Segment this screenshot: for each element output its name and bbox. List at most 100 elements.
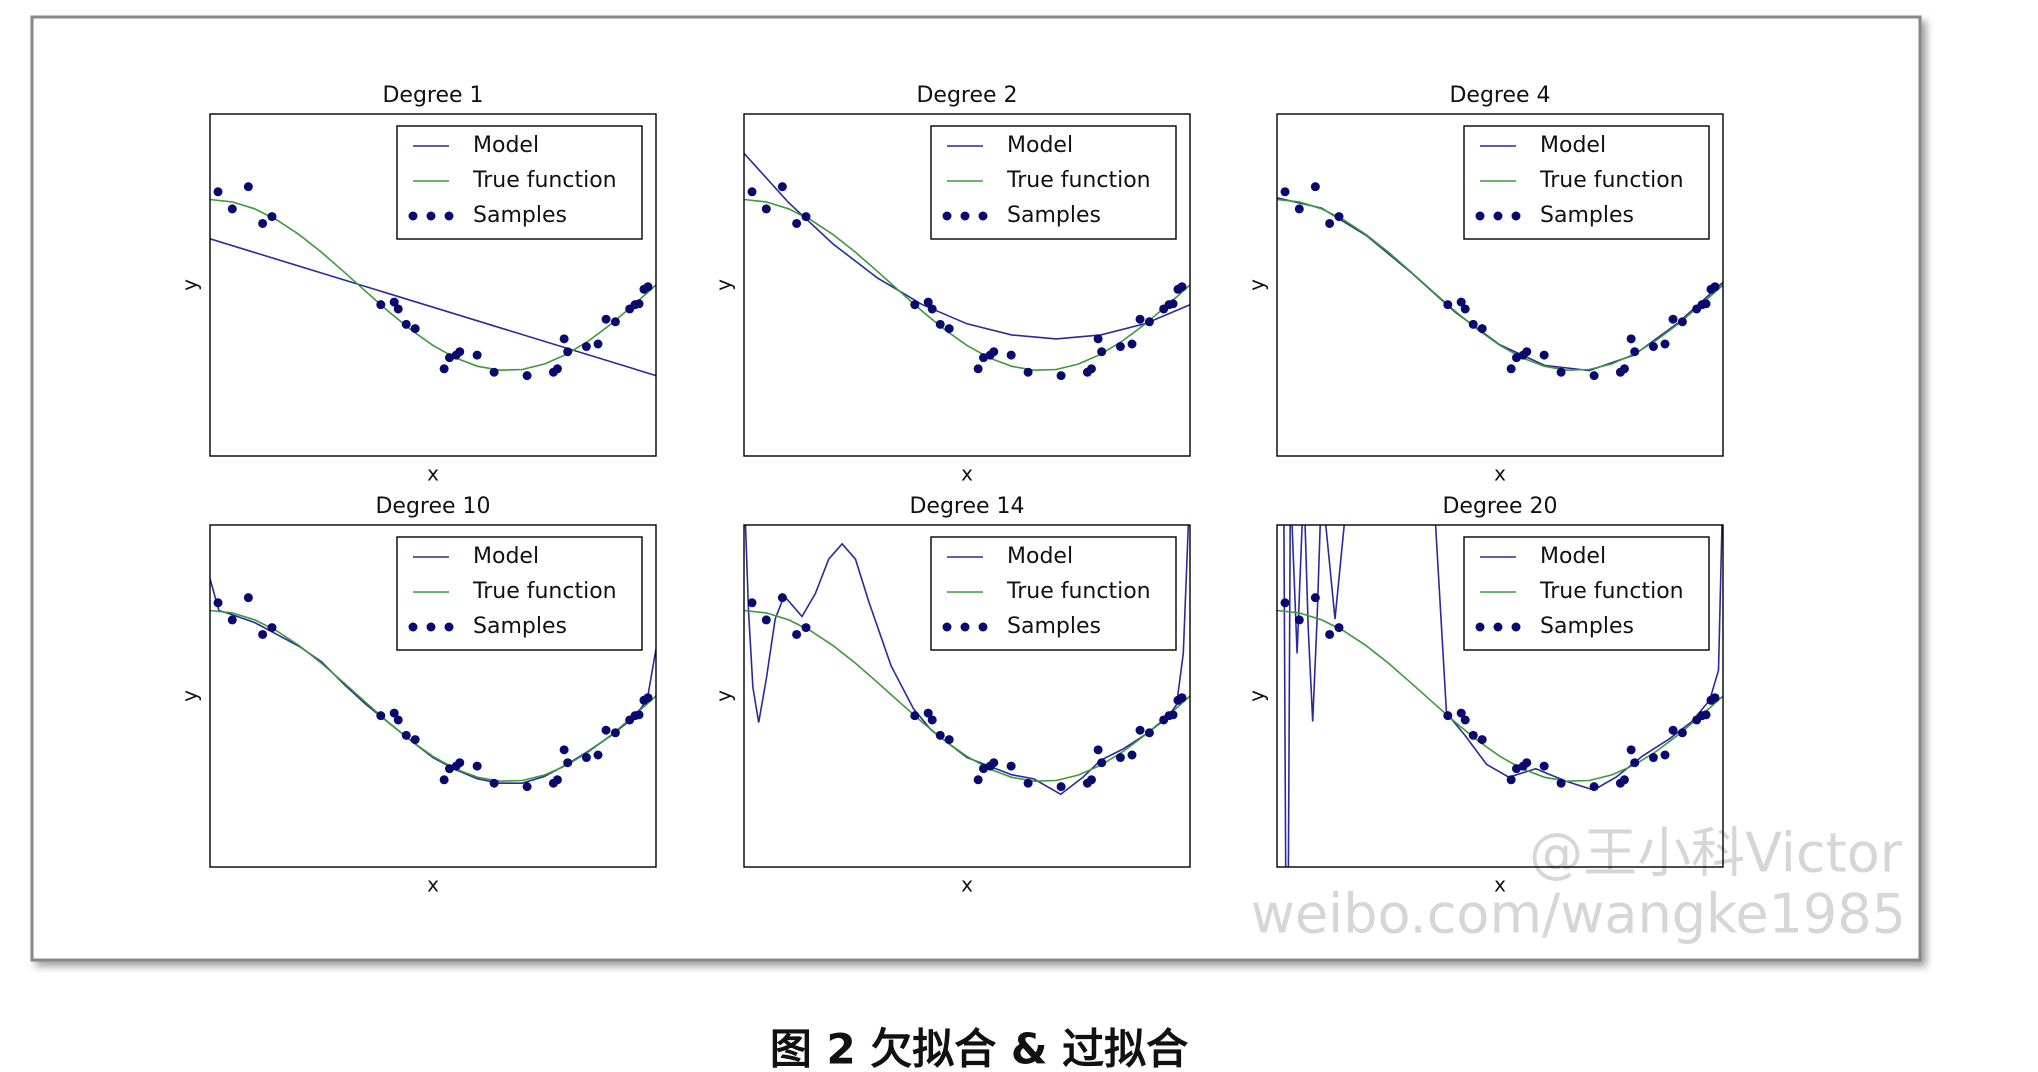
- sample-point: [1115, 342, 1125, 352]
- curve: [210, 238, 656, 377]
- y-axis-label: y: [1245, 279, 1269, 291]
- sample-point: [1334, 623, 1344, 633]
- x-axis-label: x: [427, 873, 439, 897]
- sample-point: [243, 593, 253, 603]
- sample-point: [213, 187, 223, 197]
- curve: [210, 609, 656, 783]
- sample-point: [747, 598, 757, 608]
- sample-point: [643, 693, 653, 703]
- legend-box: [396, 125, 643, 240]
- sample-point: [923, 708, 933, 718]
- sample-point: [455, 758, 465, 768]
- sample-point: [1477, 735, 1487, 745]
- sample-point: [243, 182, 253, 192]
- x-axis-label: x: [1494, 873, 1506, 897]
- legend-label: Samples: [1540, 203, 1634, 228]
- sample-point: [610, 728, 620, 738]
- legend-label: Samples: [1007, 614, 1101, 639]
- plot-area: [210, 182, 656, 381]
- watermark-handle: @王小科Victor: [1529, 822, 1903, 885]
- sample-point: [1648, 342, 1658, 352]
- sample-point: [927, 715, 937, 725]
- sample-point: [439, 364, 449, 374]
- curve: [210, 198, 656, 372]
- legend-marker: [942, 622, 952, 632]
- sample-point: [935, 319, 945, 329]
- curve: [1277, 609, 1723, 783]
- legend-marker: [1493, 622, 1503, 632]
- sample-point: [267, 623, 277, 633]
- sample-point: [472, 350, 482, 360]
- plot-area: [210, 578, 656, 792]
- subplot: Degree 1 x y Model True function Samples: [178, 83, 657, 486]
- sample-point: [1556, 778, 1566, 788]
- sample-point: [401, 730, 411, 740]
- sample-point: [1127, 339, 1137, 349]
- sample-point: [1539, 761, 1549, 771]
- sample-point: [935, 730, 945, 740]
- subplot: Degree 4 x y Model True function Samples: [1245, 83, 1724, 486]
- legend-marker: [942, 211, 952, 221]
- sample-point: [1710, 693, 1720, 703]
- sample-point: [258, 629, 268, 639]
- sample-point: [1668, 725, 1678, 735]
- sample-point: [393, 304, 403, 314]
- sample-point: [1056, 371, 1066, 381]
- sample-point: [601, 725, 611, 735]
- legend-label: True function: [1539, 579, 1684, 604]
- plot-frame: [209, 524, 657, 868]
- curve: [744, 152, 1190, 340]
- legend-box: [396, 536, 643, 651]
- sample-point: [1701, 710, 1711, 720]
- sample-point: [761, 204, 771, 214]
- legend-marker: [1493, 211, 1503, 221]
- sample-point: [1701, 299, 1711, 309]
- legend-label: True function: [1006, 168, 1151, 193]
- sample-point: [973, 775, 983, 785]
- sample-point: [1589, 371, 1599, 381]
- legend-marker: [426, 211, 436, 221]
- sample-point: [489, 367, 499, 377]
- sample-point: [1168, 710, 1178, 720]
- sample-point: [389, 297, 399, 307]
- sample-point: [910, 300, 920, 310]
- sample-point: [1619, 364, 1629, 374]
- sample-point: [1443, 711, 1453, 721]
- y-axis-label: y: [712, 279, 736, 291]
- plot-area: [1277, 182, 1723, 381]
- plot-frame: [209, 113, 657, 457]
- sample-point: [944, 735, 954, 745]
- sample-point: [777, 182, 787, 192]
- legend-label: Samples: [473, 203, 567, 228]
- sample-point: [1456, 297, 1466, 307]
- plot-area: [744, 152, 1190, 381]
- sample-point: [1660, 339, 1670, 349]
- plot-area: [1277, 525, 1723, 867]
- sample-point: [1589, 782, 1599, 792]
- y-axis-label: y: [178, 279, 202, 291]
- sample-point: [1477, 324, 1487, 334]
- sample-point: [1294, 615, 1304, 625]
- y-axis-label: y: [1245, 690, 1269, 702]
- sample-point: [552, 775, 562, 785]
- x-axis-label: x: [427, 462, 439, 486]
- sample-point: [376, 300, 386, 310]
- curve: [1283, 525, 1723, 867]
- legend-marker: [978, 211, 988, 221]
- sample-point: [1460, 304, 1470, 314]
- legend-label: Model: [1540, 133, 1606, 158]
- legend-marker: [1475, 211, 1485, 221]
- legend-marker: [444, 622, 454, 632]
- sample-point: [410, 324, 420, 334]
- sample-point: [227, 615, 237, 625]
- legend-marker: [960, 622, 970, 632]
- sample-point: [581, 342, 591, 352]
- watermark-url: weibo.com/wangke1985: [1251, 883, 1906, 946]
- sample-point: [1168, 299, 1178, 309]
- sample-point: [1648, 753, 1658, 763]
- legend-label: True function: [472, 168, 617, 193]
- sample-point: [1097, 758, 1107, 768]
- sample-point: [1115, 753, 1125, 763]
- sample-point: [472, 761, 482, 771]
